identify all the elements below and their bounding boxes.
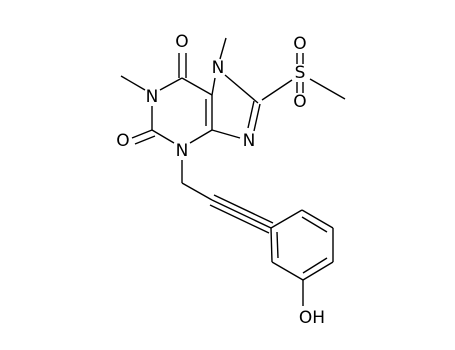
- atom-label: O: [175, 32, 188, 52]
- atom-label: O: [293, 92, 306, 112]
- atom-label: N: [176, 141, 189, 161]
- atom-label: N: [146, 87, 159, 107]
- atom-label: N: [212, 58, 225, 78]
- atom-label: O: [116, 131, 129, 151]
- atom-label: OH: [299, 308, 325, 328]
- atom-label: S: [295, 63, 306, 83]
- atom-label: N: [243, 131, 256, 151]
- bonds: [120, 37, 346, 306]
- atom-label: O: [293, 34, 306, 54]
